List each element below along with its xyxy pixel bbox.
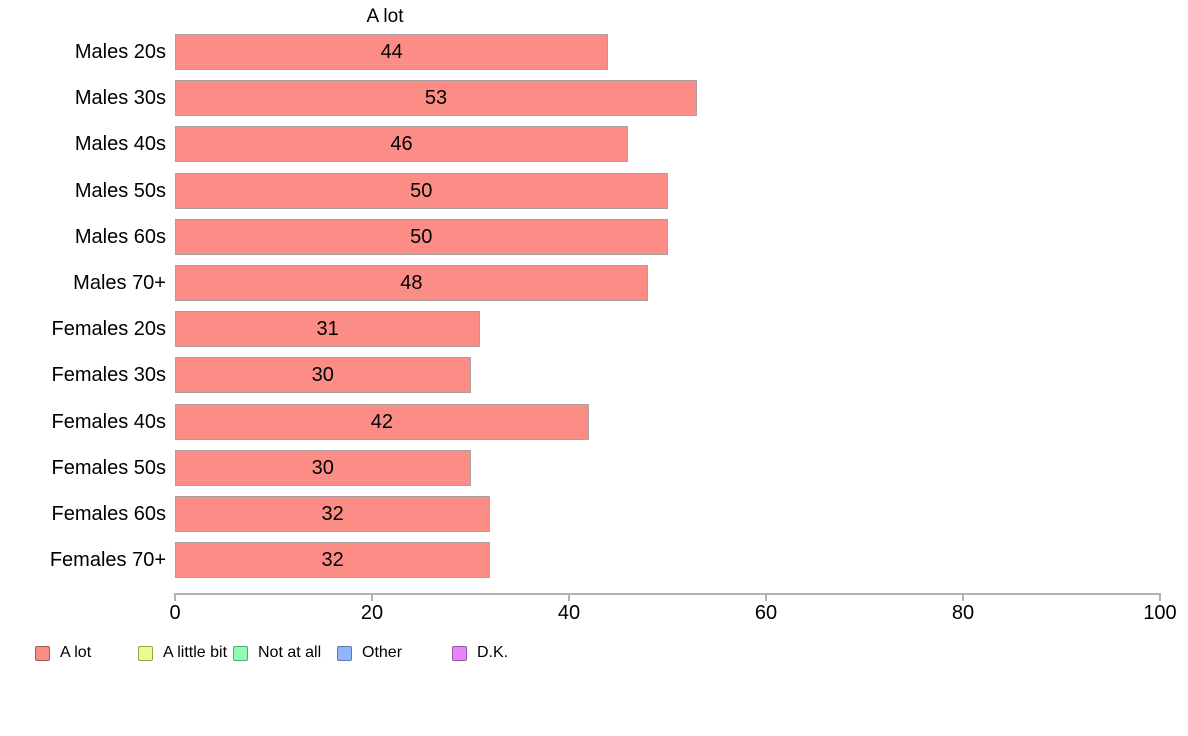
category-label: Males 50s	[74, 179, 166, 202]
bar: 50	[175, 218, 668, 255]
bar: 44	[175, 34, 609, 70]
x-axis-tick-label: 100	[1143, 602, 1177, 624]
bar-value-label: 50	[410, 225, 433, 248]
bar: 48	[175, 265, 648, 301]
category-label: Females 40s	[51, 410, 167, 433]
x-axis-tick-label: 0	[169, 602, 181, 624]
category-label: Males 60s	[74, 225, 166, 248]
x-axis-tick-label: 40	[557, 602, 581, 624]
category-label: Females 60s	[51, 503, 167, 525]
legend-label: Other	[362, 644, 403, 661]
x-axis-tick-label: 20	[360, 602, 384, 624]
x-axis-tick	[1159, 593, 1161, 601]
legend-swatch	[337, 646, 352, 661]
bar: 31	[175, 311, 481, 348]
legend-swatch	[138, 646, 153, 661]
bar-value-label: 42	[370, 410, 393, 433]
bar: 30	[175, 357, 471, 394]
legend-swatch	[35, 646, 50, 661]
bar-value-label: 32	[321, 549, 344, 572]
bar-value-label: 32	[321, 503, 344, 525]
bar: 42	[175, 403, 589, 440]
legend-label: A little bit	[163, 644, 228, 661]
category-label: Males 20s	[74, 41, 166, 63]
category-label: Males 30s	[74, 87, 166, 110]
bar-value-label: 46	[390, 133, 413, 156]
x-axis-line	[174, 593, 1161, 595]
bar: 30	[175, 449, 471, 486]
bar-value-label: 50	[410, 179, 433, 202]
category-label: Males 70+	[73, 272, 166, 294]
x-axis-tick	[765, 593, 767, 601]
chart-title: A lot	[366, 6, 404, 27]
bar-value-label: 53	[424, 87, 448, 110]
category-label: Females 30s	[51, 364, 167, 387]
bar: 32	[175, 496, 491, 532]
bar: 50	[175, 172, 668, 209]
bar-value-label: 44	[380, 41, 403, 63]
x-axis-tick	[568, 593, 570, 601]
legend-label: Not at all	[258, 644, 322, 661]
bar: 53	[175, 80, 698, 117]
x-axis-tick	[174, 593, 176, 601]
category-label: Females 70+	[49, 549, 166, 572]
category-label: Males 40s	[74, 133, 166, 156]
x-axis-tick-label: 60	[754, 602, 778, 624]
bar-value-label: 48	[400, 272, 423, 294]
x-axis-tick-label: 80	[951, 602, 975, 624]
bar: 32	[175, 542, 491, 579]
legend-swatch	[452, 646, 467, 661]
bar-value-label: 30	[311, 364, 334, 387]
category-label: Females 50s	[51, 456, 167, 479]
legend-label: D.K.	[477, 644, 509, 661]
x-axis-tick	[962, 593, 964, 601]
bar-value-label: 30	[311, 456, 334, 479]
x-axis-tick	[371, 593, 373, 601]
bar-value-label: 31	[316, 318, 339, 341]
legend-swatch	[233, 646, 248, 661]
bar: 46	[175, 126, 629, 163]
category-label: Females 20s	[51, 318, 167, 341]
legend-label: A lot	[60, 644, 92, 661]
